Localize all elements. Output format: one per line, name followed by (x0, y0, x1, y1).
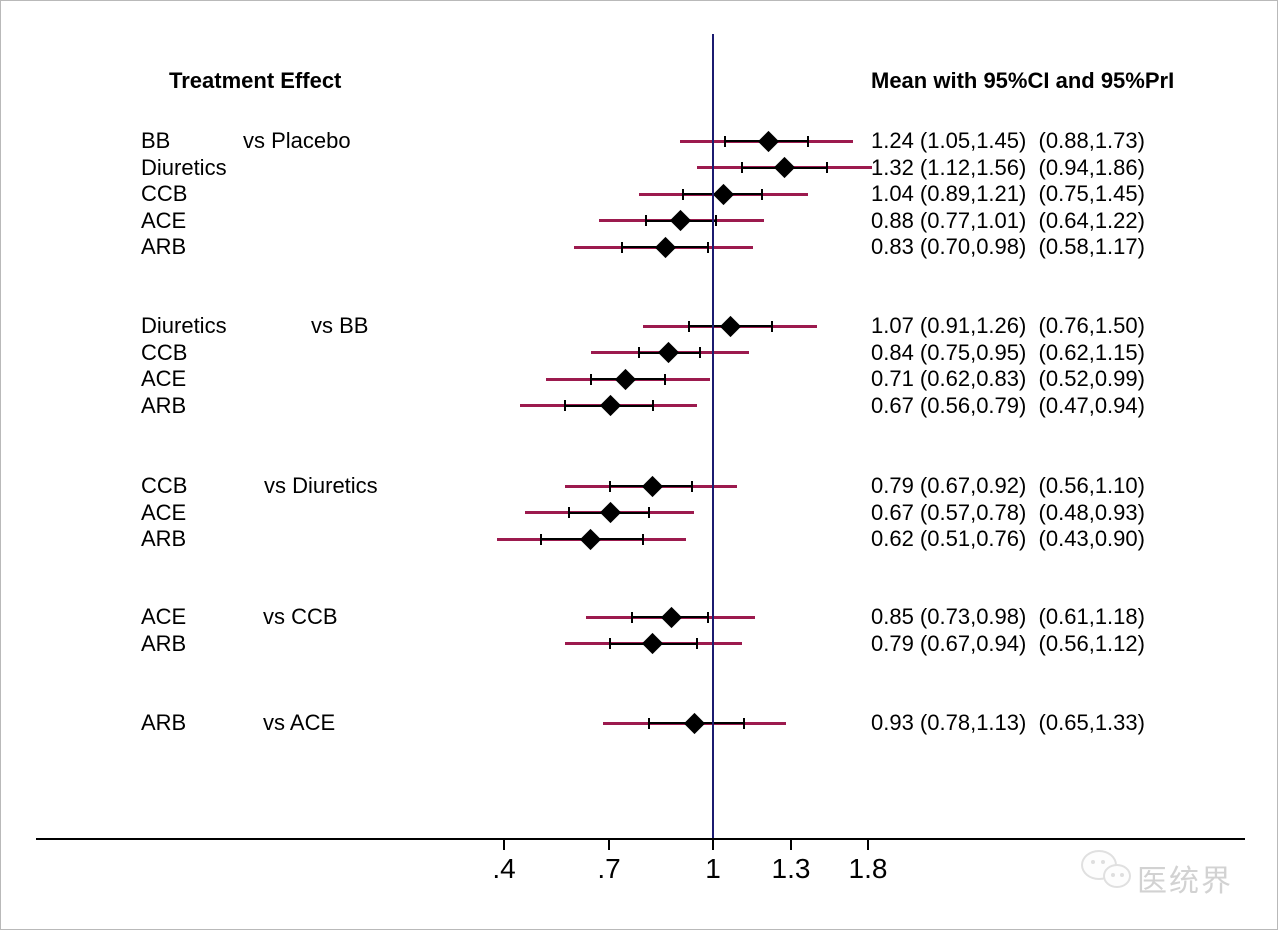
estimate-value: 1.24 (1.05,1.45) (0.88,1.73) (871, 128, 1145, 153)
estimate-value: 0.85 (0.73,0.98) (0.61,1.18) (871, 604, 1145, 629)
estimate-value: 0.67 (0.56,0.79) (0.47,0.94) (871, 392, 1145, 418)
treatment-label: Diuretics (141, 154, 227, 180)
ci-upper-cap (714, 215, 717, 226)
ci-lower-cap (638, 347, 641, 358)
treatment-label: ACE (141, 499, 187, 525)
treatment-label: ARB (141, 630, 187, 656)
axis-tick (867, 840, 869, 850)
treatment-label: Diuretics (141, 313, 227, 338)
x-axis-line (36, 838, 1245, 840)
estimate-value: 0.71 (0.62,0.83) (0.52,0.99) (871, 366, 1145, 391)
estimate-value: 0.84 (0.75,0.95) (0.62,1.15) (871, 339, 1145, 365)
treatment-label: ARB (141, 392, 187, 418)
treatment-label: ARB (141, 710, 187, 735)
estimate-value: 1.32 (1.12,1.56) (0.94,1.86) (871, 154, 1145, 180)
mean-marker (719, 315, 741, 337)
mean-marker (599, 501, 622, 524)
axis-tick (712, 840, 714, 850)
axis-tick (503, 840, 505, 850)
mean-marker (773, 156, 795, 179)
estimate-value: 0.62 (0.51,0.76) (0.43,0.90) (871, 526, 1145, 551)
ci-lower-cap (620, 241, 623, 253)
left-column-title: Treatment Effect (169, 68, 342, 93)
treatment-label: ACE (141, 207, 187, 233)
comparison-label: vs CCB (263, 604, 338, 629)
axis-tick-label: 1 (705, 853, 721, 884)
axis-tick-label: .7 (597, 853, 621, 884)
treatment-label: ACE (141, 366, 187, 391)
axis-tick (608, 840, 610, 850)
mean-marker (642, 632, 664, 655)
ci-lower-cap (589, 373, 592, 385)
ci-lower-cap (539, 533, 542, 545)
mean-marker (660, 606, 682, 628)
ci-lower-cap (631, 611, 634, 623)
estimate-value: 1.07 (0.91,1.26) (0.76,1.50) (871, 313, 1145, 338)
mean-marker (757, 130, 779, 152)
mean-marker (669, 209, 691, 232)
treatment-label: ARB (141, 234, 187, 259)
estimate-value: 0.79 (0.67,0.94) (0.56,1.12) (871, 630, 1145, 656)
estimate-value: 0.83 (0.70,0.98) (0.58,1.17) (871, 234, 1145, 259)
ci-upper-cap (648, 507, 651, 518)
mean-marker (614, 368, 636, 390)
mean-marker (657, 341, 679, 364)
ci-upper-cap (696, 638, 699, 649)
comparison-label: vs ACE (263, 710, 336, 735)
ci-lower-cap (568, 507, 571, 518)
treatment-label: ARB (141, 526, 187, 551)
ci-upper-cap (641, 533, 644, 545)
estimate-value: 0.67 (0.57,0.78) (0.48,0.93) (871, 499, 1145, 525)
ci-upper-cap (698, 347, 701, 358)
ci-lower-cap (563, 400, 566, 411)
mean-marker (683, 712, 706, 734)
ci-lower-cap (648, 717, 651, 729)
ci-lower-cap (609, 480, 612, 492)
ci-lower-cap (687, 320, 690, 332)
ci-lower-cap (682, 188, 685, 200)
chat-bubble-small (1103, 864, 1131, 888)
estimate-value: 0.93 (0.78,1.13) (0.65,1.33) (871, 710, 1145, 735)
treatment-label: ACE (141, 604, 187, 629)
ci-lower-cap (724, 135, 727, 147)
treatment-label: CCB (141, 181, 188, 206)
estimate-value: 0.79 (0.67,0.92) (0.56,1.10) (871, 473, 1145, 498)
ci-upper-cap (743, 717, 746, 729)
ci-upper-cap (651, 400, 654, 411)
ci-upper-cap (706, 611, 709, 623)
estimate-value: 1.04 (0.89,1.21) (0.75,1.45) (871, 181, 1145, 206)
ci-upper-cap (807, 135, 810, 147)
watermark: 医统界 (1079, 844, 1259, 906)
right-column-title: Mean with 95%CI and 95%PrI (871, 68, 1175, 93)
axis-tick-label: .4 (492, 853, 516, 884)
reference-line (712, 34, 714, 839)
ci-lower-cap (741, 162, 743, 173)
axis-tick-label: 1.8 (848, 853, 888, 884)
estimate-value: 0.88 (0.77,1.01) (0.64,1.22) (871, 207, 1145, 233)
mean-marker (580, 528, 602, 550)
ci-upper-cap (771, 320, 774, 332)
comparison-label: vs Diuretics (264, 473, 378, 498)
ci-upper-cap (690, 480, 693, 492)
comparison-label: vs BB (311, 313, 369, 338)
mean-marker (642, 475, 664, 497)
mean-marker (599, 394, 622, 417)
ci-upper-cap (664, 373, 667, 385)
axis-tick-label: 1.3 (771, 853, 811, 884)
treatment-label: CCB (141, 473, 188, 498)
mean-marker (712, 183, 734, 205)
ci-upper-cap (760, 188, 763, 200)
treatment-label: BB (141, 128, 171, 153)
ci-lower-cap (609, 638, 612, 649)
ci-upper-cap (706, 241, 709, 253)
comparison-label: vs Placebo (243, 128, 351, 153)
watermark-text: 医统界 (1137, 865, 1233, 898)
axis-tick (790, 840, 792, 850)
ci-lower-cap (645, 215, 648, 226)
ci-upper-cap (825, 162, 828, 173)
treatment-label: CCB (141, 339, 188, 365)
mean-marker (654, 236, 676, 258)
